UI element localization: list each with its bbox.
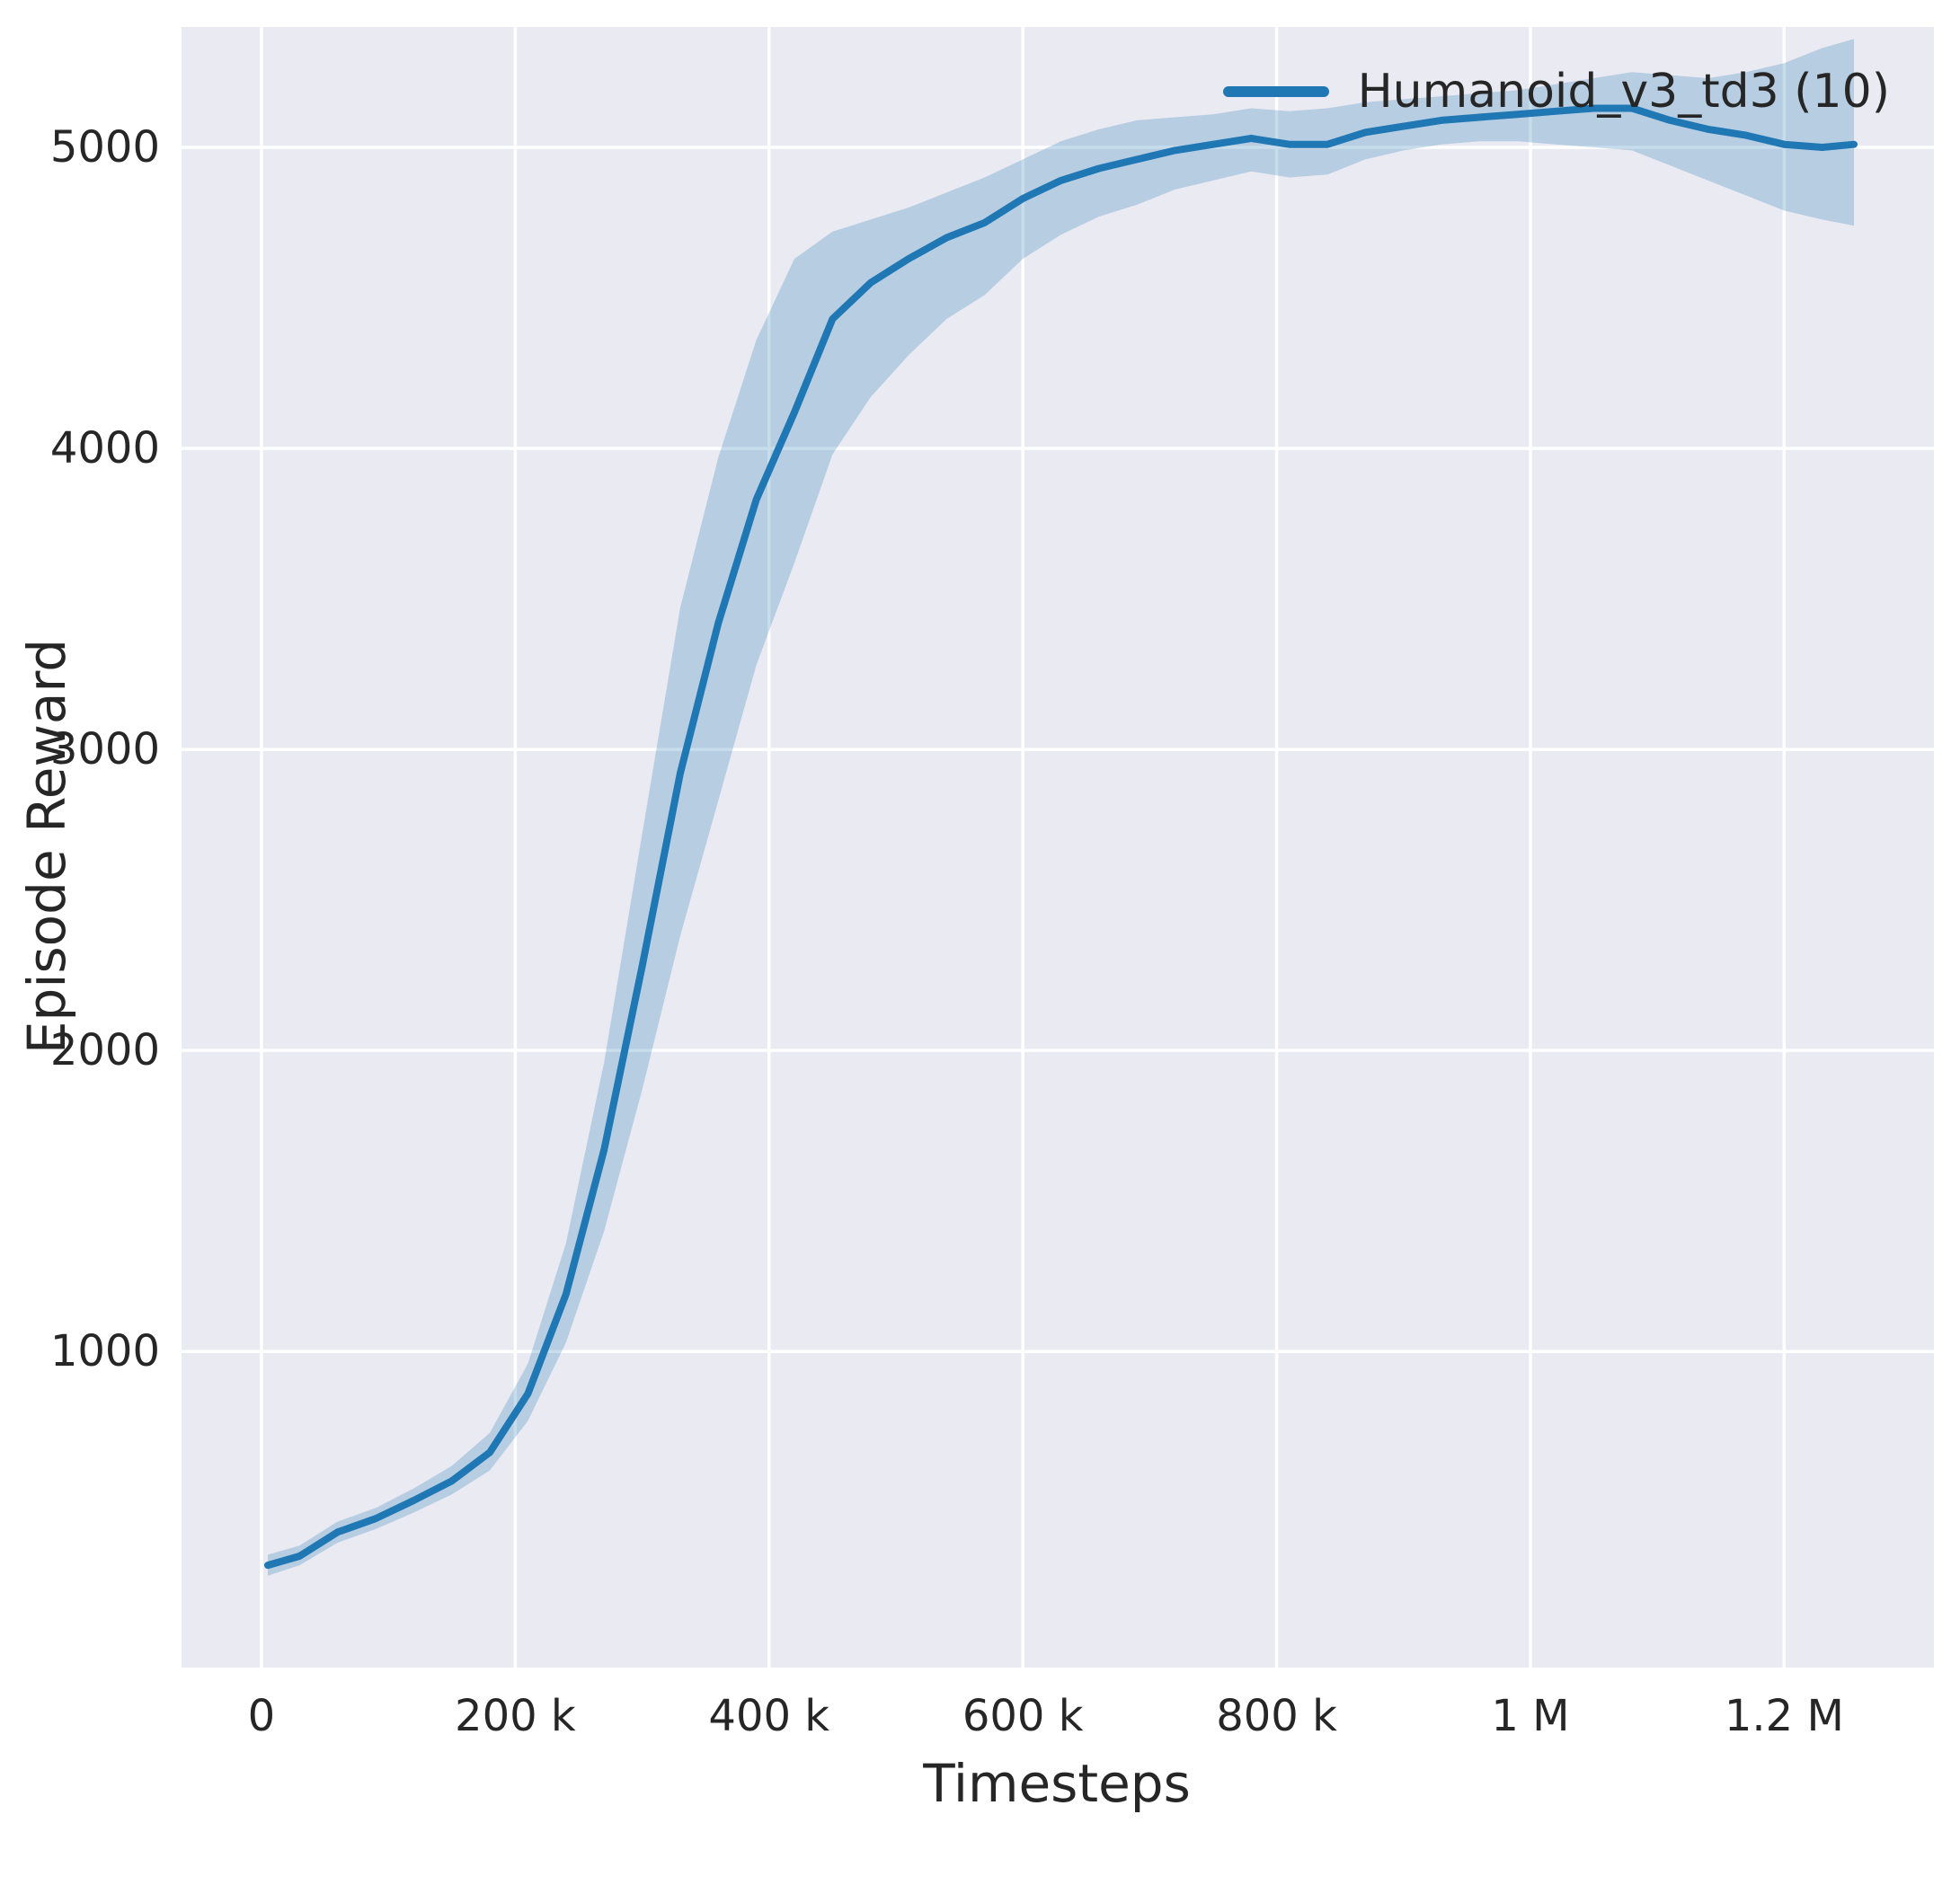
y-axis-label: Episode Reward bbox=[16, 638, 77, 1055]
y-tick-label: 3000 bbox=[49, 724, 160, 775]
x-tick-label: 1.2 M bbox=[1724, 1691, 1844, 1741]
x-tick-label: 200 k bbox=[455, 1691, 576, 1741]
y-tick-label: 2000 bbox=[49, 1025, 160, 1076]
mean-line bbox=[264, 104, 1858, 1570]
y-tick-label: 1000 bbox=[49, 1326, 160, 1377]
x-tick-label: 600 k bbox=[962, 1691, 1084, 1741]
legend-label: Humanoid_v3_td3 (10) bbox=[1357, 65, 1890, 119]
axes-background bbox=[182, 27, 1934, 1668]
x-tick-label: 0 bbox=[247, 1691, 276, 1741]
y-tick-label: 4000 bbox=[49, 423, 160, 474]
y-tick-label: 5000 bbox=[49, 122, 160, 173]
legend-line-swatch bbox=[1222, 86, 1329, 97]
x-tick-label: 400 k bbox=[708, 1691, 830, 1741]
legend: Humanoid_v3_td3 (10) bbox=[1222, 65, 1890, 119]
x-tick-label: 1 M bbox=[1491, 1691, 1570, 1741]
x-axis-label: Timesteps bbox=[923, 1753, 1191, 1814]
x-tick-label: 800 k bbox=[1216, 1691, 1337, 1741]
